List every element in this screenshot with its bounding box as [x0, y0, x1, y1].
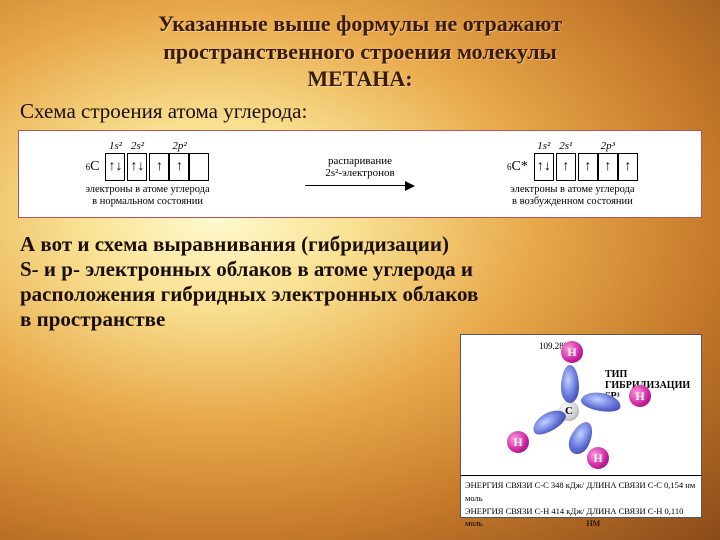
- orbital-label: 1s²: [109, 140, 122, 152]
- orbital-box: ↑: [578, 153, 598, 181]
- state-caption: электроны в атоме углеродав нормальном с…: [85, 184, 209, 207]
- title-line: Указанные выше формулы не отражают: [60, 10, 660, 38]
- orbital-group: 2p²↑↑: [149, 140, 209, 181]
- orbital-box: ↑: [149, 153, 169, 181]
- energy-ch: ЭНЕРГИЯ СВЯЗИ С-Н 414 кДж/моль: [465, 505, 587, 531]
- element-symbol: 6C*: [507, 153, 528, 181]
- orbital-label: 2s¹: [559, 140, 572, 152]
- title-line: пространственного строения молекулы: [60, 38, 660, 66]
- body-line: расположения гибридных электронных облак…: [20, 282, 540, 307]
- orbital-box: ↑↓: [534, 153, 554, 181]
- hybridization-label: ТИП ГИБРИДИЗАЦИИ SP³: [605, 369, 701, 402]
- orbital-box: ↑: [169, 153, 189, 181]
- hydrogen-atom: H: [507, 431, 529, 453]
- hydrogen-atom: H: [561, 341, 583, 363]
- body-line: S- и p- электронных облаков в атоме угле…: [20, 257, 540, 282]
- hydrogen-atom: H: [587, 447, 609, 469]
- orbital-group: 1s²↑↓: [105, 140, 125, 181]
- orbital-box: ↑: [556, 153, 576, 181]
- sp3-lobe: [561, 365, 579, 403]
- methane-molecule-diagram: 109.28° ТИП ГИБРИДИЗАЦИИ SP³ C HHHH ЭНЕР…: [460, 334, 702, 518]
- length-ch: ДЛИНА СВЯЗИ С-Н 0,110 НМ: [587, 505, 697, 531]
- body-line: в пространстве: [20, 307, 540, 332]
- transition-label: распаривание: [328, 155, 392, 167]
- energy-cc: ЭНЕРГИЯ СВЯЗИ С-С 348 кДж/моль: [465, 479, 587, 505]
- orbital-box: ↑↓: [127, 153, 147, 181]
- orbital-group: 2p³↑↑↑: [578, 140, 638, 181]
- element-symbol: 6C: [86, 153, 100, 181]
- orbital-label: 2p³: [601, 140, 615, 152]
- transition-label: 2s²-электронов: [325, 167, 394, 179]
- molecule-3d: 109.28° ТИП ГИБРИДИЗАЦИИ SP³ C HHHH: [461, 335, 701, 475]
- state-caption: электроны в атоме углеродав возбужденном…: [510, 184, 634, 207]
- body-text: А вот и схема выравнивания (гибридизации…: [0, 224, 560, 333]
- orbital-group: 1s²↑↓: [534, 140, 554, 181]
- body-line: А вот и схема выравнивания (гибридизации…: [20, 232, 540, 257]
- orbital-label: 2p²: [172, 140, 186, 152]
- slide-title: Указанные выше формулы не отражают прост…: [0, 0, 720, 97]
- ground-state: 6C1s²↑↓2s²↑↓2p²↑↑электроны в атоме углер…: [19, 131, 276, 217]
- transition: распаривание 2s²-электронов: [276, 131, 444, 217]
- orbital-box: ↑: [618, 153, 638, 181]
- orbital-box: [189, 153, 209, 181]
- arrow-right-icon: [305, 179, 415, 193]
- subheading: Схема строения атома углерода:: [0, 97, 720, 128]
- electron-config-diagram: 6C1s²↑↓2s²↑↓2p²↑↑электроны в атоме углер…: [18, 130, 702, 218]
- orbital-group: 2s¹↑: [556, 140, 576, 181]
- length-cc: ДЛИНА СВЯЗИ С-С 0,154 нм: [587, 479, 697, 505]
- excited-state: 6C*1s²↑↓2s¹↑2p³↑↑↑электроны в атоме угле…: [444, 131, 701, 217]
- orbital-group: 2s²↑↓: [127, 140, 147, 181]
- hydrogen-atom: H: [629, 385, 651, 407]
- orbital-box: ↑↓: [105, 153, 125, 181]
- orbital-label: 1s²: [537, 140, 550, 152]
- bond-energy-table: ЭНЕРГИЯ СВЯЗИ С-С 348 кДж/моль ДЛИНА СВЯ…: [461, 475, 701, 533]
- orbital-box: ↑: [598, 153, 618, 181]
- title-line: МЕТАНА:: [60, 65, 660, 93]
- orbital-label: 2s²: [131, 140, 144, 152]
